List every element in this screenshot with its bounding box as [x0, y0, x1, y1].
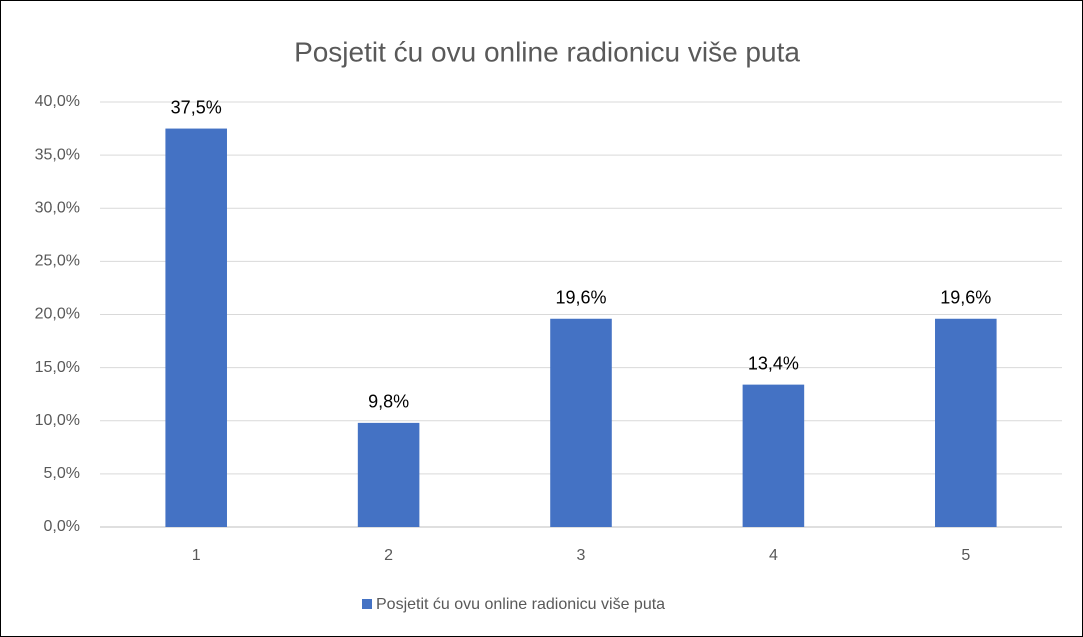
y-tick-label: 30,0% [35, 199, 80, 216]
chart-title: Posjetit ću ovu online radionicu više pu… [294, 36, 800, 67]
bar [742, 384, 805, 527]
y-tick-label: 35,0% [35, 146, 80, 163]
data-label: 19,6% [555, 288, 606, 308]
y-tick-label: 0,0% [44, 518, 80, 535]
y-tick-label: 15,0% [35, 359, 80, 376]
y-tick-label: 20,0% [35, 306, 80, 323]
bar [357, 422, 420, 527]
data-label: 19,6% [940, 288, 991, 308]
bar [550, 318, 612, 527]
x-tick-label: 1 [192, 547, 201, 564]
y-tick-label: 25,0% [35, 253, 80, 270]
x-tick-label: 3 [577, 547, 586, 564]
bar [935, 318, 997, 527]
legend-swatch [362, 599, 372, 609]
data-label: 13,4% [748, 353, 799, 373]
legend-label: Posjetit ću ovu online radionicu više pu… [376, 596, 665, 613]
y-tick-label: 10,0% [35, 412, 80, 429]
x-tick-label: 5 [961, 547, 970, 564]
y-tick-label: 5,0% [44, 465, 80, 482]
x-tick-label: 2 [384, 547, 393, 564]
x-tick-label: 4 [769, 547, 778, 564]
y-tick-label: 40,0% [35, 93, 80, 110]
bar [165, 128, 227, 527]
data-label: 37,5% [171, 97, 222, 117]
data-label: 9,8% [368, 392, 409, 412]
